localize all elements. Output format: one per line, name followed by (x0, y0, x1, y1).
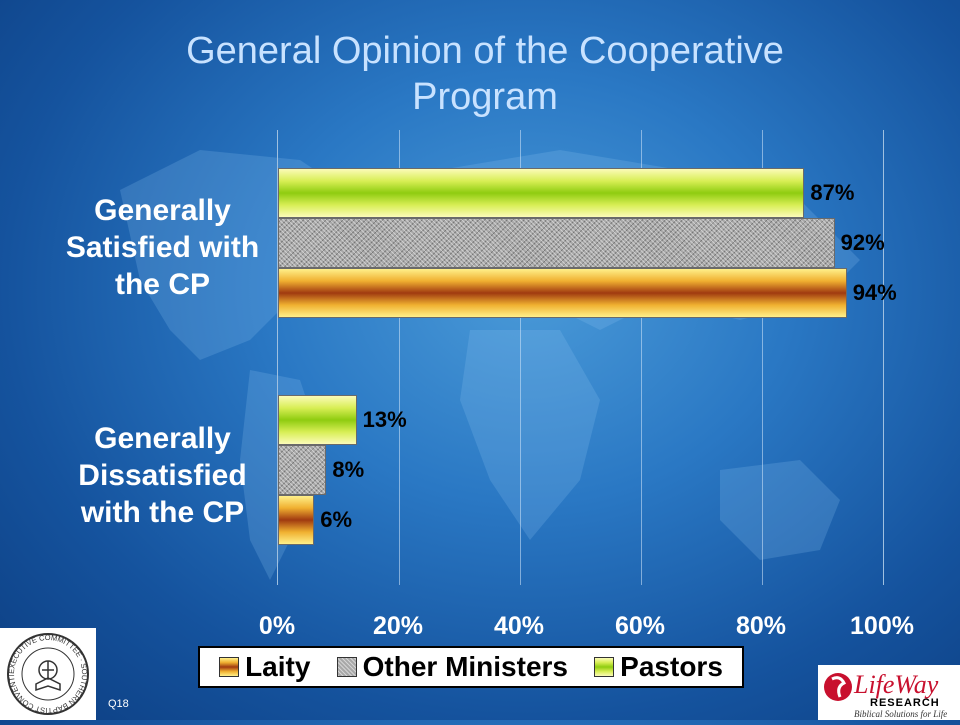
category-label-dissatisfied: Generally Dissatisfied with the CP (78, 422, 247, 529)
legend-label-other-ministers: Other Ministers (362, 651, 568, 682)
legend-item-laity: Laity (219, 651, 310, 683)
gridline (762, 130, 763, 585)
plot-area: 87% 13% 92% 8% 94% 6% (277, 130, 897, 585)
legend-label-pastors: Pastors (620, 651, 723, 682)
legend-label-laity: Laity (245, 651, 311, 682)
bar-laity-satisfied (278, 268, 847, 318)
data-label: 8% (332, 457, 365, 482)
question-code: Q18 (108, 698, 129, 710)
category-label-satisfied: Generally Satisfied with the CP (65, 194, 260, 301)
legend-item-pastors: Pastors (594, 651, 723, 683)
chart-title: General Opinion of the Cooperative Progr… (186, 30, 784, 118)
data-label: 6% (320, 507, 353, 532)
x-tick-label: 0% (258, 612, 296, 640)
x-tick-label: 20% (372, 612, 424, 640)
legend: Laity Other Ministers Pastors (198, 646, 744, 688)
x-tick-label: 100% (850, 612, 914, 640)
data-label: 13% (362, 407, 407, 432)
x-tick-label: 40% (493, 612, 545, 640)
data-label: 94% (852, 280, 897, 305)
bar-laity-dissatisfied (278, 495, 315, 545)
bar-pastors-dissatisfied (278, 395, 357, 445)
data-label: 87% (810, 180, 855, 205)
logo-sub: RESEARCH (870, 697, 940, 709)
lifeway-research-logo: LifeWay RESEARCH Biblical Solutions for … (818, 665, 960, 720)
legend-swatch-pastors (594, 657, 615, 677)
x-tick-label: 60% (614, 612, 666, 640)
gridline (641, 130, 642, 585)
executive-committee-seal: EXECUTIVE COMMITTEE · SOUTHERN BAPTIST C… (0, 621, 96, 720)
logo-name: LifeWay (853, 670, 939, 699)
legend-swatch-other-ministers (336, 657, 357, 677)
bar-other-ministers-dissatisfied (278, 445, 327, 495)
x-tick-label: 80% (735, 612, 787, 640)
logo-tagline: Biblical Solutions for Life (854, 709, 947, 719)
gridline (520, 130, 521, 585)
legend-item-other-ministers: Other Ministers (336, 651, 568, 683)
bar-other-ministers-satisfied (278, 218, 835, 268)
data-label: 92% (840, 230, 885, 255)
legend-swatch-laity (219, 657, 240, 677)
bar-pastors-satisfied (278, 168, 805, 218)
gridline (399, 130, 400, 585)
